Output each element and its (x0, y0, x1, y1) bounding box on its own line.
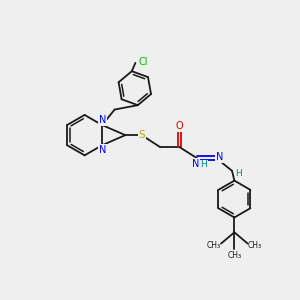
Text: CH₃: CH₃ (227, 251, 242, 260)
Text: N: N (99, 115, 106, 125)
Text: H: H (200, 160, 207, 169)
Text: Cl: Cl (138, 57, 148, 67)
Text: N: N (216, 152, 223, 162)
Text: H: H (235, 169, 242, 178)
Text: O: O (176, 121, 183, 131)
Text: S: S (139, 130, 145, 140)
Text: N: N (192, 159, 199, 169)
Text: N: N (99, 145, 106, 155)
Text: CH₃: CH₃ (248, 241, 262, 250)
Text: CH₃: CH₃ (206, 241, 220, 250)
